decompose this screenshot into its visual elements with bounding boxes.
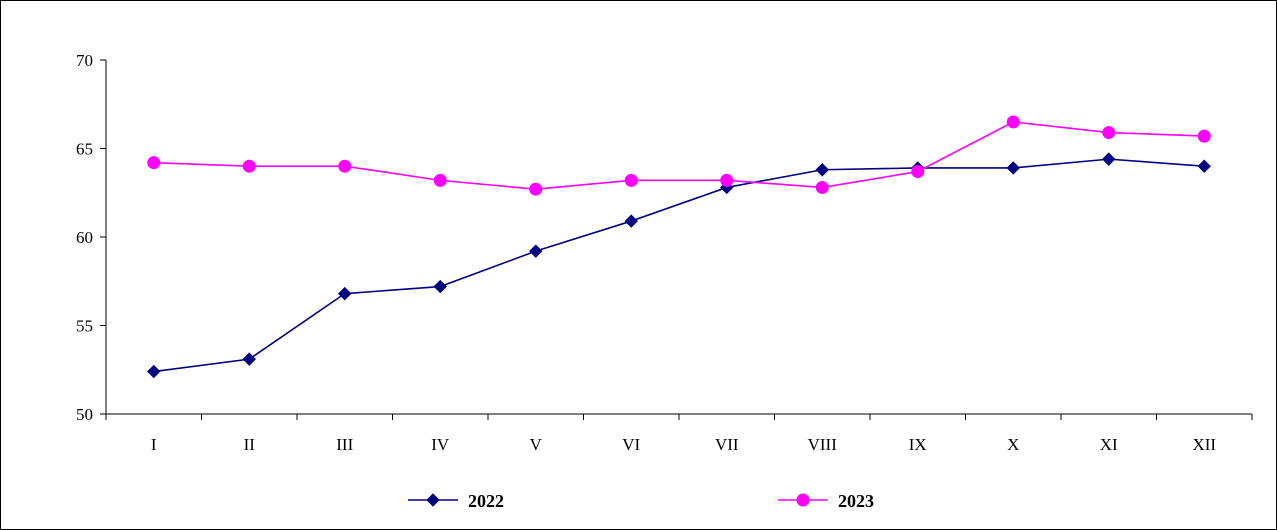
legend-item-2023: 2023 — [778, 491, 874, 511]
data-point-2022 — [624, 214, 638, 228]
data-point-2023 — [529, 182, 543, 196]
data-point-2022 — [242, 352, 256, 366]
x-tick-label: X — [1007, 435, 1019, 454]
legend-label: 2023 — [838, 491, 874, 511]
series-2023 — [147, 115, 1211, 196]
x-tick-label: II — [244, 435, 256, 454]
x-tick-label: V — [530, 435, 543, 454]
data-point-2023 — [433, 173, 447, 187]
x-tick-label: I — [151, 435, 157, 454]
y-tick-label: 60 — [76, 228, 93, 247]
y-tick-label: 55 — [76, 317, 93, 336]
data-point-2023 — [1197, 129, 1211, 143]
data-point-2023 — [911, 165, 925, 179]
data-point-2022 — [147, 364, 161, 379]
data-point-2023 — [338, 159, 352, 173]
data-point-2023 — [147, 156, 161, 170]
legend: 2022 2023 — [408, 491, 874, 511]
x-tick-label: XI — [1100, 435, 1118, 454]
data-point-2022 — [815, 163, 829, 177]
series-line-2023 — [153, 121, 1205, 191]
data-point-2022 — [338, 286, 352, 301]
x-tick-label: III — [336, 435, 353, 454]
data-point-2023 — [720, 173, 734, 187]
series-layer — [147, 115, 1211, 379]
legend-marker — [796, 493, 810, 507]
x-tick-label: IV — [431, 435, 450, 454]
y-tick-label: 50 — [76, 405, 93, 424]
data-point-2022 — [1006, 161, 1020, 175]
x-tick-label: VIII — [808, 435, 838, 454]
x-tick-label: XII — [1192, 435, 1216, 454]
series-line-2022 — [153, 158, 1205, 373]
series-2022 — [147, 152, 1211, 379]
x-tick-label: VI — [622, 435, 640, 454]
data-point-2023 — [1102, 126, 1116, 140]
data-point-2022 — [1102, 152, 1116, 166]
data-point-2023 — [815, 180, 829, 194]
data-point-2023 — [242, 159, 256, 173]
legend-marker — [426, 493, 440, 507]
data-point-2022 — [529, 244, 543, 258]
legend-label: 2022 — [468, 491, 504, 511]
y-tick-label: 70 — [76, 51, 93, 70]
data-point-2022 — [1197, 159, 1211, 173]
y-tick-label: 65 — [76, 140, 93, 159]
data-point-2023 — [1006, 115, 1020, 129]
x-tick-label: VII — [715, 435, 739, 454]
data-point-2023 — [624, 173, 638, 187]
data-point-2022 — [433, 279, 447, 294]
legend-item-2022: 2022 — [408, 491, 504, 511]
x-tick-label: IX — [909, 435, 927, 454]
